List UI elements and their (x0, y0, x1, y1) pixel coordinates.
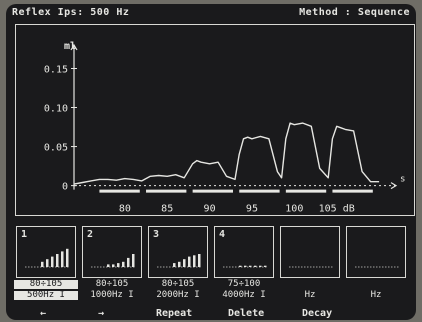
thumbnail-mini-plot (157, 254, 201, 268)
thumbnail-bar (41, 261, 44, 267)
thumbnail-frequency: 4000Hz I (222, 290, 266, 300)
stimulus-segment (332, 189, 373, 193)
x-tick-label: 90 (204, 204, 216, 215)
y-tick-label: 0.05 (44, 143, 68, 154)
stimulus-thumbnail[interactable] (280, 226, 340, 278)
thumbnail-bar (198, 254, 201, 267)
reflex-trace (73, 122, 380, 185)
thumbnail-bar (264, 265, 267, 267)
repeat-key[interactable]: Repeat (156, 308, 193, 319)
softkey-bar: ← → Repeat Delete Decay (6, 308, 416, 320)
device-screen: Reflex Ips: 500 Hz Method : Sequence s ml… (6, 4, 416, 320)
title-bar: Reflex Ips: 500 Hz Method : Sequence (10, 7, 412, 21)
stimulus-segment (146, 189, 187, 193)
thumbnail-level-range: 75÷100 (227, 279, 261, 289)
thumbnail-bar (239, 265, 242, 267)
thumbnail-mini-plot (25, 248, 69, 268)
thumbnail-bar (249, 265, 252, 267)
stimulus-segment (192, 189, 233, 193)
thumbnail-bar (188, 256, 191, 267)
thumbnail-level-range: 80÷105 (95, 279, 129, 289)
y-axis-label: ml (64, 41, 76, 52)
thumbnail-bar (112, 264, 115, 267)
thumbnail-bar (259, 265, 262, 267)
thumbnail-level-range: 80÷105 (161, 279, 195, 289)
thumbnail-bar (132, 254, 135, 267)
thumbnail-number: 3 (153, 229, 160, 240)
thumbnail-mini-plot (91, 254, 135, 268)
stimulus-thumbnail[interactable]: 4 (214, 226, 274, 278)
x-tick-label: 80 (119, 204, 131, 215)
x-tick-label: 105 dB (319, 204, 355, 215)
stimulus-thumbnail[interactable]: 1 (16, 226, 76, 278)
reflex-plot-frame: s ml 0 0.05 0.10 0.15 80 85 90 95 100 105 dB (15, 24, 415, 216)
thumbnail-bar (51, 256, 54, 267)
decay-key[interactable]: Decay (302, 308, 333, 319)
y-tick-label: 0.10 (44, 104, 68, 115)
thumbnail-bar (178, 261, 181, 267)
thumbnail-bar (56, 254, 59, 267)
x-tick-label: 95 (246, 204, 258, 215)
thumbnail-number: 2 (87, 229, 94, 240)
x-tick-label: 85 (161, 204, 173, 215)
thumbnail-frequency: 2000Hz I (156, 290, 200, 300)
thumbnail-bar (66, 248, 69, 267)
thumbnail-bar (244, 265, 247, 267)
stimulus-segment (239, 189, 280, 193)
thumbnail-frequency: Hz (304, 290, 316, 300)
thumbnail-frequency: Hz (370, 290, 382, 300)
thumbnail-bar (61, 251, 64, 267)
y-tick-label: 0 (62, 182, 68, 193)
thumbnail-mini-plot (223, 265, 267, 268)
reflex-plot: s ml 0 0.05 0.10 0.15 80 85 90 95 100 105 dB (44, 41, 406, 215)
thumbnail-bar (127, 257, 130, 267)
next-arrow-key[interactable]: → (98, 308, 105, 319)
stimulus-thumbnail[interactable]: 2 (82, 226, 142, 278)
thumbnail-number: 4 (219, 229, 226, 240)
reflex-ips-label: Reflex Ips: 500 Hz (12, 7, 130, 18)
stimulus-segment (285, 189, 327, 193)
y-tick-label: 0.15 (44, 64, 68, 75)
delete-key[interactable]: Delete (228, 308, 265, 319)
thumbnail-frequency: 500Hz I (14, 291, 78, 300)
stimulus-thumbnail[interactable] (346, 226, 406, 278)
thumbnail-bar (46, 259, 49, 267)
thumbnail-bar (193, 255, 196, 267)
stimulus-segment (99, 189, 140, 193)
thumbnail-mini-plot (289, 266, 333, 268)
thumbnail-mini-plot (355, 266, 399, 268)
thumbnail-bar (183, 259, 186, 267)
prev-arrow-key[interactable]: ← (40, 308, 47, 319)
thumbnail-number: 1 (21, 229, 28, 240)
stimulus-thumbnail[interactable]: 3 (148, 226, 208, 278)
x-tick-label: 100 (285, 204, 303, 215)
x-axis-unit-label: s (400, 175, 405, 185)
thumbnail-bar (254, 265, 257, 267)
method-label: Method : Sequence (299, 7, 410, 18)
thumbnail-bar (122, 261, 125, 267)
x-axis-arrow (390, 182, 398, 190)
thumbnail-bar (107, 264, 110, 267)
thumbnail-frequency: 1000Hz I (90, 290, 134, 300)
y-axis-arrow (70, 43, 78, 51)
thumbnail-bar (173, 263, 176, 267)
thumbnail-bar (117, 263, 120, 267)
thumbnail-level-range: 80÷105 (14, 280, 78, 289)
